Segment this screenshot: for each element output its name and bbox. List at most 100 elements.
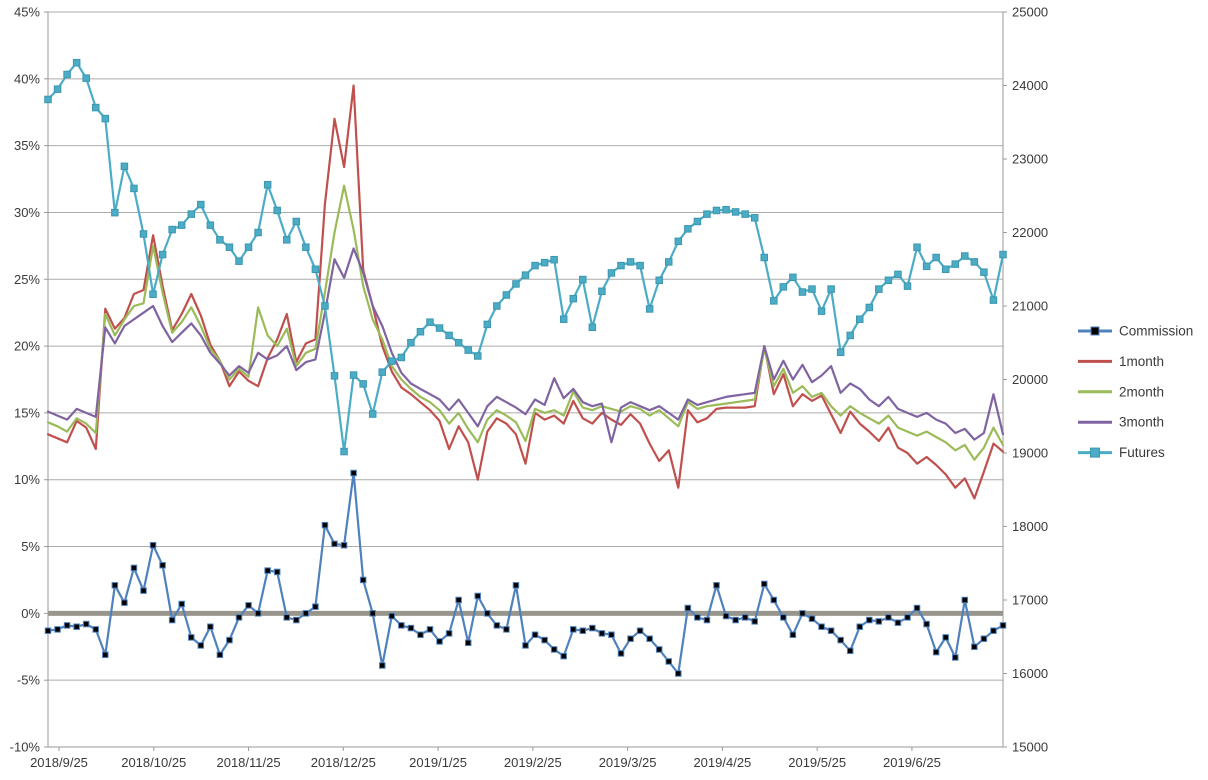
right-axis-label: 23000 (1012, 152, 1048, 167)
right-axis-label: 18000 (1012, 519, 1048, 534)
data-point-marker (990, 627, 997, 634)
right-axis-label: 21000 (1012, 299, 1048, 314)
data-point-marker (368, 410, 377, 418)
data-point-marker (961, 252, 969, 260)
data-point-marker (560, 652, 567, 660)
data-point-marker (655, 276, 663, 285)
data-point-marker (846, 647, 854, 655)
data-point-marker (197, 642, 205, 649)
x-axis-label: 2019/1/25 (409, 755, 467, 770)
data-point-marker (130, 184, 138, 193)
data-point-marker (512, 582, 520, 589)
data-point-marker (703, 616, 711, 624)
data-point-marker (760, 253, 768, 262)
data-point-marker (397, 353, 406, 362)
series-3month (46, 247, 1005, 444)
legend-item-2month: 2month (1078, 384, 1164, 399)
data-point-marker (617, 261, 625, 270)
x-axis-label: 2019/5/25 (788, 755, 846, 770)
data-point-marker (885, 614, 892, 621)
zero-line-band (48, 610, 1003, 616)
data-point-marker (750, 214, 759, 222)
data-point-marker (435, 324, 444, 332)
data-point-marker (521, 271, 530, 279)
data-point-marker (522, 642, 529, 649)
right-axis-label: 20000 (1012, 372, 1048, 387)
data-point-marker (999, 622, 1007, 629)
data-point-marker (817, 307, 826, 315)
data-point-marker (550, 646, 558, 653)
left-axis-label: 5% (21, 539, 40, 554)
data-point-marker (665, 658, 672, 665)
data-point-marker (550, 255, 558, 264)
data-point-marker (350, 469, 357, 477)
data-point-marker (694, 614, 701, 621)
data-point-marker (311, 265, 320, 273)
data-point-marker (894, 619, 902, 626)
data-point-marker (779, 283, 788, 291)
right-axis-label: 24000 (1012, 78, 1048, 93)
data-point-marker (72, 58, 81, 67)
data-point-marker (398, 622, 405, 629)
data-point-marker (808, 285, 816, 293)
legend-item-1month: 1month (1078, 354, 1164, 369)
data-point-marker (617, 650, 625, 657)
data-point-marker (111, 208, 119, 217)
data-point-marker (713, 582, 720, 589)
right-axis-label: 22000 (1012, 225, 1048, 240)
series-2month (46, 184, 1005, 461)
data-point-marker (474, 352, 482, 360)
data-point-marker (865, 303, 874, 312)
data-point-marker (875, 285, 883, 293)
data-point-marker (598, 287, 606, 296)
x-axis-label: 2019/3/25 (599, 755, 657, 770)
data-point-marker (206, 221, 215, 229)
left-axis-label: 25% (14, 272, 40, 287)
data-point-marker (798, 288, 807, 296)
data-point-marker (741, 210, 749, 218)
data-point-marker (121, 599, 128, 606)
data-point-marker (102, 651, 109, 659)
data-point-marker (684, 604, 692, 612)
data-point-marker (92, 103, 100, 112)
series-line (46, 84, 1005, 500)
data-point-marker (751, 618, 758, 625)
data-point-marker (693, 217, 702, 226)
data-point-marker (63, 70, 71, 79)
data-point-marker (598, 630, 606, 637)
data-point-marker (445, 630, 453, 637)
data-point-marker (722, 205, 730, 214)
data-point-marker (264, 567, 271, 574)
legend: Commission 1month 2month 3month Futures (1078, 324, 1193, 460)
data-point-marker (54, 626, 61, 633)
legend-item-3month: 3month (1078, 415, 1164, 430)
data-point-marker (780, 614, 787, 621)
data-point-marker (178, 600, 185, 608)
data-point-marker (417, 631, 424, 638)
data-point-marker (82, 74, 90, 82)
data-point-marker (331, 540, 338, 548)
x-axis-label: 2018/11/25 (216, 755, 280, 770)
data-point-marker (856, 315, 864, 323)
data-point-marker (789, 631, 797, 638)
data-point-marker (302, 243, 310, 251)
series-futures (44, 58, 1007, 456)
data-point-marker (636, 261, 644, 270)
right-axis-label: 25000 (1012, 5, 1048, 20)
data-point-marker (92, 626, 99, 633)
data-point-marker (44, 95, 52, 104)
legend-label: 3month (1119, 415, 1164, 430)
data-point-marker (569, 294, 577, 303)
data-point-marker (312, 603, 319, 610)
data-point-marker (120, 162, 129, 171)
data-point-marker (321, 302, 329, 310)
data-point-marker (731, 208, 740, 216)
data-point-marker (235, 257, 243, 265)
data-point-marker (216, 651, 224, 659)
data-point-marker (607, 269, 616, 277)
data-point-marker (493, 302, 501, 310)
right-axis-label: 19000 (1012, 446, 1048, 461)
data-point-marker (158, 250, 167, 259)
data-point-marker (989, 296, 998, 304)
data-point-marker (426, 318, 434, 326)
